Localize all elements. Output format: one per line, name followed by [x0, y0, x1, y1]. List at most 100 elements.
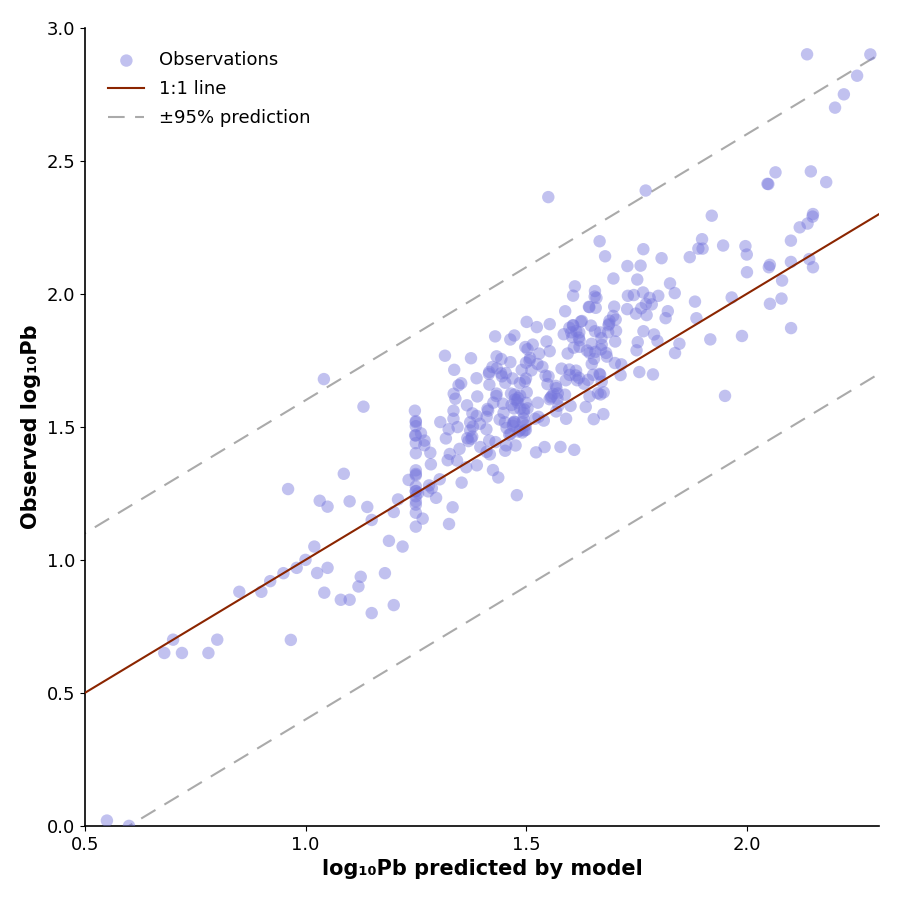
Observations: [504, 398, 518, 412]
Observations: [473, 440, 488, 454]
Observations: [511, 424, 526, 438]
Observations: [734, 328, 749, 343]
Observations: [524, 364, 538, 378]
Observations: [520, 342, 535, 356]
Observations: [513, 401, 527, 416]
Observations: [582, 300, 597, 314]
Observations: [529, 446, 544, 460]
Observations: [608, 312, 623, 327]
Observations: [850, 68, 864, 83]
Observations: [643, 291, 657, 305]
Observations: [454, 376, 468, 391]
Observations: [482, 377, 497, 392]
Observations: [573, 314, 588, 328]
Observations: [232, 585, 247, 599]
Observations: [515, 363, 529, 377]
Observations: [530, 356, 544, 371]
Observations: [761, 260, 776, 274]
Observations: [519, 396, 534, 410]
Observations: [517, 406, 531, 420]
Observations: [620, 259, 634, 274]
Observations: [409, 506, 423, 520]
Observations: [607, 271, 621, 285]
Observations: [409, 468, 423, 482]
Observations: [518, 423, 532, 437]
Observations: [451, 378, 465, 392]
Observations: [804, 164, 818, 178]
Observations: [543, 344, 557, 358]
Observations: [582, 346, 597, 360]
Observations: [587, 352, 601, 366]
Observations: [408, 428, 422, 443]
Observations: [800, 216, 814, 230]
Observations: [536, 360, 550, 374]
Observations: [486, 463, 500, 477]
Observations: [312, 493, 327, 508]
Observations: [614, 368, 628, 382]
Observations: [584, 356, 598, 371]
Observations: [494, 352, 508, 366]
Observations: [470, 390, 484, 404]
Observations: [672, 337, 687, 351]
Observations: [463, 423, 477, 437]
Observations: [549, 379, 563, 393]
Observations: [453, 442, 467, 456]
Observations: [446, 411, 461, 426]
Observations: [464, 431, 479, 446]
Observations: [351, 580, 365, 594]
Observations: [499, 366, 513, 381]
Observations: [738, 238, 752, 253]
Observations: [513, 376, 527, 391]
Observations: [498, 444, 512, 458]
Observations: [276, 566, 291, 580]
Observations: [563, 399, 578, 413]
Observations: [606, 309, 620, 323]
Observations: [460, 398, 474, 412]
Observations: [409, 428, 423, 443]
Observations: [597, 385, 611, 400]
Observations: [570, 373, 584, 387]
Observations: [546, 387, 561, 401]
Observations: [210, 633, 224, 647]
Observations: [543, 317, 557, 331]
Observations: [608, 356, 622, 370]
Observations: [784, 321, 798, 336]
Observations: [581, 300, 596, 314]
Observations: [409, 415, 423, 429]
Observations: [522, 353, 536, 367]
Observations: [661, 304, 675, 319]
Observations: [539, 334, 554, 348]
Observations: [446, 403, 461, 418]
Observations: [519, 315, 534, 329]
Observations: [166, 633, 180, 647]
Observations: [485, 360, 500, 374]
Observations: [602, 317, 616, 331]
Observations: [342, 494, 356, 508]
Observations: [724, 291, 739, 305]
Observations: [491, 471, 506, 485]
Observations: [494, 366, 508, 381]
Observations: [438, 431, 453, 446]
Observations: [800, 47, 814, 61]
Observations: [409, 489, 423, 503]
Observations: [580, 343, 594, 357]
Observations: [519, 385, 534, 400]
Observations: [632, 364, 646, 379]
Observations: [284, 633, 298, 647]
Observations: [629, 306, 643, 320]
Observations: [440, 453, 454, 467]
Observations: [482, 447, 497, 462]
Observations: [496, 397, 510, 411]
Observations: [703, 332, 717, 347]
Observations: [387, 505, 401, 519]
Observations: [594, 331, 608, 346]
Observations: [122, 819, 136, 833]
Observations: [158, 646, 172, 661]
Observations: [579, 400, 593, 414]
Observations: [554, 362, 569, 376]
Observations: [513, 423, 527, 437]
Observations: [443, 446, 457, 461]
Observations: [320, 500, 335, 514]
Observations: [599, 349, 614, 364]
Observations: [450, 420, 464, 435]
